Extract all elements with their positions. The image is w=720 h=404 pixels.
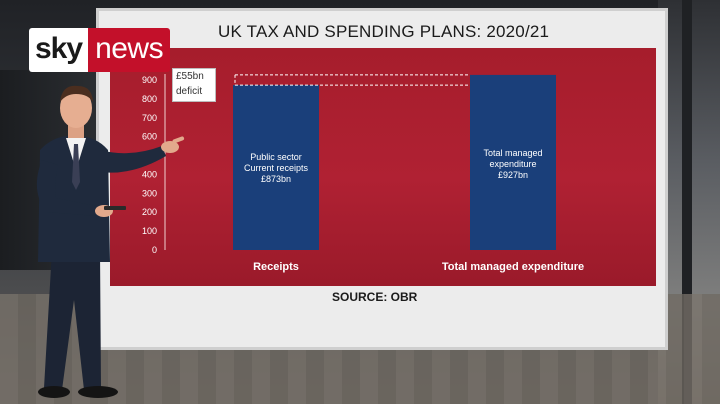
bar-label: Total managed [483,148,542,158]
deficit-amount: £55bn [176,71,204,82]
sky-news-logo: sky news [29,28,171,72]
logo-news-text: news [88,28,171,72]
logo-sky-text: sky [29,28,89,72]
bar-0 [233,85,319,250]
bar-label: £873bn [261,174,291,184]
studio-pillar [682,0,692,404]
y-tick-label: 400 [142,169,157,179]
chart-source: SOURCE: OBR [332,290,418,304]
bar-label: Current receipts [244,163,309,173]
x-category-label: Total managed expenditure [442,261,584,273]
y-tick-label: 100 [142,226,157,236]
y-tick-label: 700 [142,113,157,123]
bar-label: Public sector [250,152,302,162]
y-tick-label: 900 [142,75,157,85]
y-tick-label: 200 [142,207,157,217]
bar-label: £927bn [498,170,528,180]
chart-title: UK TAX AND SPENDING PLANS: 2020/21 [218,22,550,41]
bar-chart: 0100200300400500600700800900Public secto… [142,74,584,273]
bar-label: expenditure [489,159,536,169]
y-tick-label: 0 [152,245,157,255]
deficit-label: deficit [176,86,203,97]
y-tick-label: 800 [142,94,157,104]
y-tick-label: 600 [142,132,157,142]
x-category-label: Receipts [253,261,299,273]
y-tick-label: 300 [142,188,157,198]
bar-1 [470,74,556,251]
deficit-annotation: £55bn deficit [172,68,216,102]
